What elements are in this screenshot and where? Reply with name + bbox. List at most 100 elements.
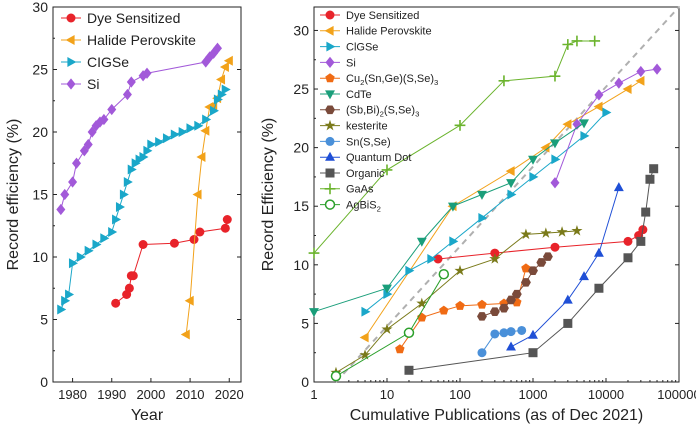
series-sn-s-se	[477, 325, 527, 358]
data-point	[477, 190, 487, 200]
data-point	[477, 312, 487, 321]
x-axis: 1980 1990 2000 2010 2020	[58, 378, 244, 402]
data-point	[579, 119, 589, 129]
data-point	[521, 263, 531, 273]
legend-marker	[326, 41, 336, 52]
data-point	[477, 348, 487, 358]
data-point	[636, 236, 646, 246]
data-point	[635, 75, 645, 86]
x-tick-label: 1980	[58, 387, 87, 402]
data-point	[403, 327, 415, 339]
data-point	[192, 189, 202, 200]
data-point	[381, 323, 393, 334]
data-point	[550, 139, 560, 149]
data-point	[499, 303, 509, 313]
legend-marker	[324, 199, 336, 210]
data-point	[550, 177, 560, 189]
data-point	[520, 228, 532, 240]
legend: Dye Sensitized Halide Perovskite ClGSe Si Cu…	[320, 10, 438, 213]
data-point	[427, 254, 437, 264]
legend-marker	[325, 73, 335, 83]
series-line	[185, 60, 230, 335]
data-point	[124, 283, 134, 293]
data-point	[433, 254, 443, 264]
data-point	[649, 164, 659, 174]
data-point	[542, 252, 553, 261]
legend-marker	[325, 105, 335, 115]
y-axis-label: Record efficiency (%)	[5, 119, 22, 271]
series-line	[335, 273, 445, 377]
data-point	[645, 174, 655, 184]
series-kesterite	[330, 224, 583, 378]
data-point	[613, 182, 624, 192]
data-point	[123, 177, 133, 187]
legend-marker	[325, 90, 335, 100]
x-tick-label: 100000	[657, 387, 696, 402]
data-point	[68, 258, 78, 269]
data-point	[395, 344, 405, 354]
series-quantum-dot	[506, 182, 624, 351]
legend-label: Halide Perovskite	[346, 26, 432, 38]
data-point	[602, 107, 612, 118]
x-axis-label: Cumulative Publications (as of Dec 2021)	[350, 407, 643, 424]
data-point	[147, 139, 157, 150]
data-point	[180, 329, 190, 340]
data-point	[100, 233, 110, 244]
data-point	[562, 39, 574, 50]
data-point	[143, 145, 153, 156]
data-point	[549, 70, 561, 82]
y-tick-label: 5	[301, 315, 309, 331]
x-tick-label: 100	[449, 387, 471, 402]
left-panel: 0 5 10 15 20 25 30 1980 1990 2000 2010 2020 Year Reco…	[5, 0, 244, 424]
right-panel: 0 5 10 15 20 25 30 1 10 100 1000 10000 100000 Cumulat…	[260, 6, 696, 424]
y-tick-label: 15	[293, 198, 309, 214]
data-point	[115, 202, 125, 212]
data-point	[184, 295, 194, 306]
data-point	[498, 75, 510, 87]
data-point	[142, 67, 152, 79]
x-tick-label: 2020	[215, 387, 244, 402]
data-point	[623, 253, 633, 263]
data-point	[68, 176, 78, 188]
legend-marker	[325, 56, 335, 69]
data-point	[155, 137, 165, 147]
legend-label: Cu2(Sn,Ge)(S,Se)3	[346, 73, 438, 87]
y-tick-label: 20	[32, 124, 48, 140]
data-point	[556, 226, 568, 237]
data-point	[550, 242, 560, 252]
data-point	[217, 89, 227, 100]
data-point	[449, 236, 459, 247]
data-point	[194, 120, 204, 131]
data-point	[455, 300, 465, 310]
data-point	[213, 42, 222, 54]
data-point	[169, 238, 179, 248]
legend-marker	[325, 168, 335, 178]
data-point	[381, 164, 393, 176]
data-point	[562, 119, 572, 130]
legend-marker	[325, 10, 335, 20]
data-point	[213, 94, 223, 105]
data-point	[594, 89, 604, 101]
legend-marker	[324, 183, 336, 195]
data-point	[84, 245, 94, 256]
data-point	[507, 189, 517, 200]
legend-label: Sn(S,Se)	[346, 136, 391, 148]
data-point	[127, 164, 137, 175]
data-point	[209, 105, 219, 116]
data-point	[571, 35, 583, 47]
data-point	[202, 114, 212, 125]
y-tick-label: 10	[293, 257, 309, 273]
legend-label: CIGSe	[87, 54, 129, 70]
series-cu2-sn-ge-s-se-3	[395, 263, 531, 354]
legend-marker	[324, 119, 336, 131]
data-point	[83, 138, 93, 151]
series-line	[437, 229, 644, 260]
series-halide-perovskite	[359, 75, 645, 343]
x-tick-label: 2010	[176, 387, 205, 402]
data-point	[178, 127, 188, 137]
data-point	[72, 157, 81, 169]
data-point	[128, 271, 138, 281]
series-dye-sensitized	[433, 225, 648, 264]
data-point	[416, 237, 427, 247]
